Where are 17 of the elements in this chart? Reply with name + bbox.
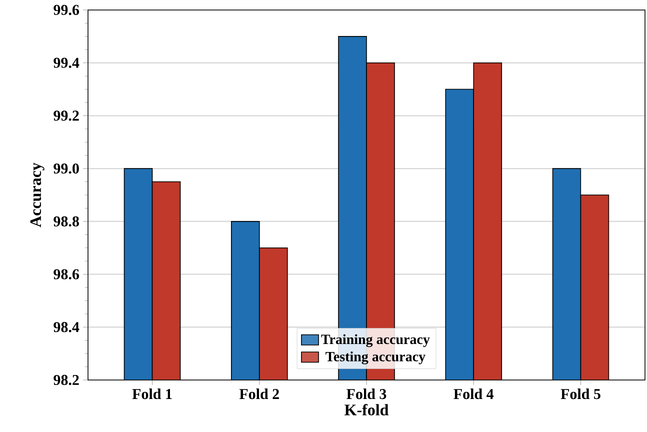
y-tick-label: 98.2 [54,374,79,386]
x-tick-label: Fold 4 [454,388,494,400]
legend-label: Training accuracy [321,334,430,348]
y-tick-label: 98.6 [54,269,80,280]
y-tick-label: 98.4 [54,322,80,332]
x-tick-label: Fold 1 [132,388,172,400]
y-tick-label: 99.6 [54,4,80,16]
x-tick-label: Fold 5 [560,388,600,400]
y-tick-label: 99.0 [54,163,79,174]
y-axis-title: Accuracy [30,162,44,228]
x-axis-title: K-fold [344,404,389,416]
x-tick-label: Fold 3 [346,388,386,400]
y-tick-label: 98.8 [54,216,79,227]
y-tick-label: 99.2 [54,110,79,121]
x-tick-label: Fold 2 [239,388,279,400]
legend-label: Testing accuracy [326,351,426,364]
y-tick-label: 99.4 [54,58,80,68]
